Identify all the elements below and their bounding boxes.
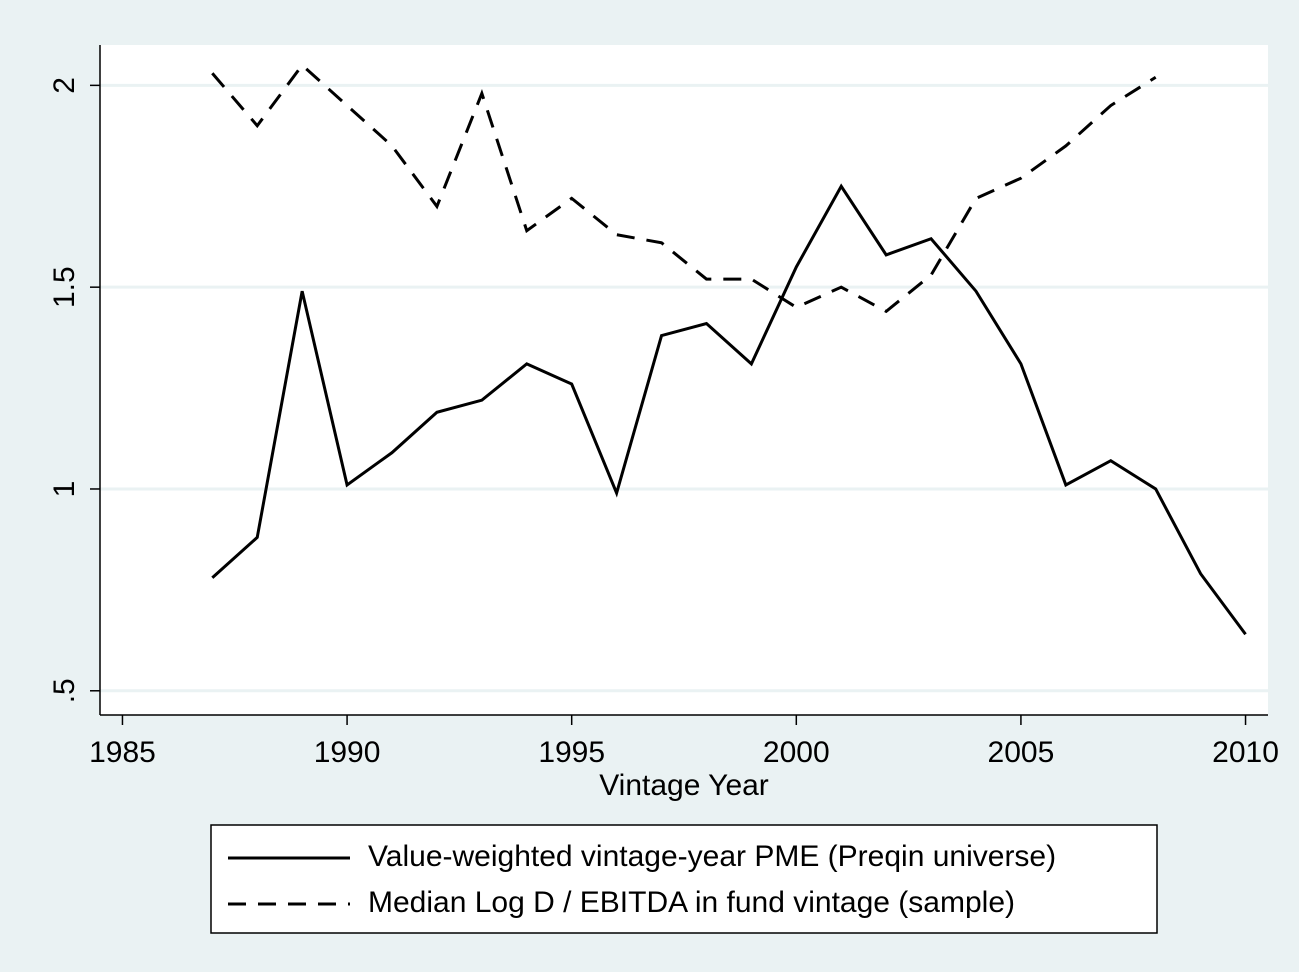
y-tick-label: 1.5 bbox=[48, 266, 81, 308]
series-line bbox=[211, 183, 1247, 636]
x-tick-label: 1990 bbox=[314, 736, 381, 769]
series-line bbox=[211, 62, 1157, 314]
x-tick-label: 2010 bbox=[1212, 736, 1279, 769]
legend-label: Median Log D / EBITDA in fund vintage (s… bbox=[368, 886, 1015, 919]
x-tick-label: 1985 bbox=[89, 736, 156, 769]
x-tick-label: 2005 bbox=[988, 736, 1055, 769]
x-tick-label: 1995 bbox=[538, 736, 605, 769]
y-tick-label: .5 bbox=[48, 678, 81, 703]
plot-area bbox=[100, 45, 1268, 715]
x-tick-label: 2000 bbox=[763, 736, 830, 769]
legend bbox=[210, 824, 1158, 934]
y-tick-label: 2 bbox=[48, 77, 81, 94]
x-axis-title: Vintage Year bbox=[599, 769, 769, 802]
legend-label: Value-weighted vintage-year PME (Preqin … bbox=[368, 840, 1056, 873]
y-tick-label: 1 bbox=[48, 481, 81, 498]
